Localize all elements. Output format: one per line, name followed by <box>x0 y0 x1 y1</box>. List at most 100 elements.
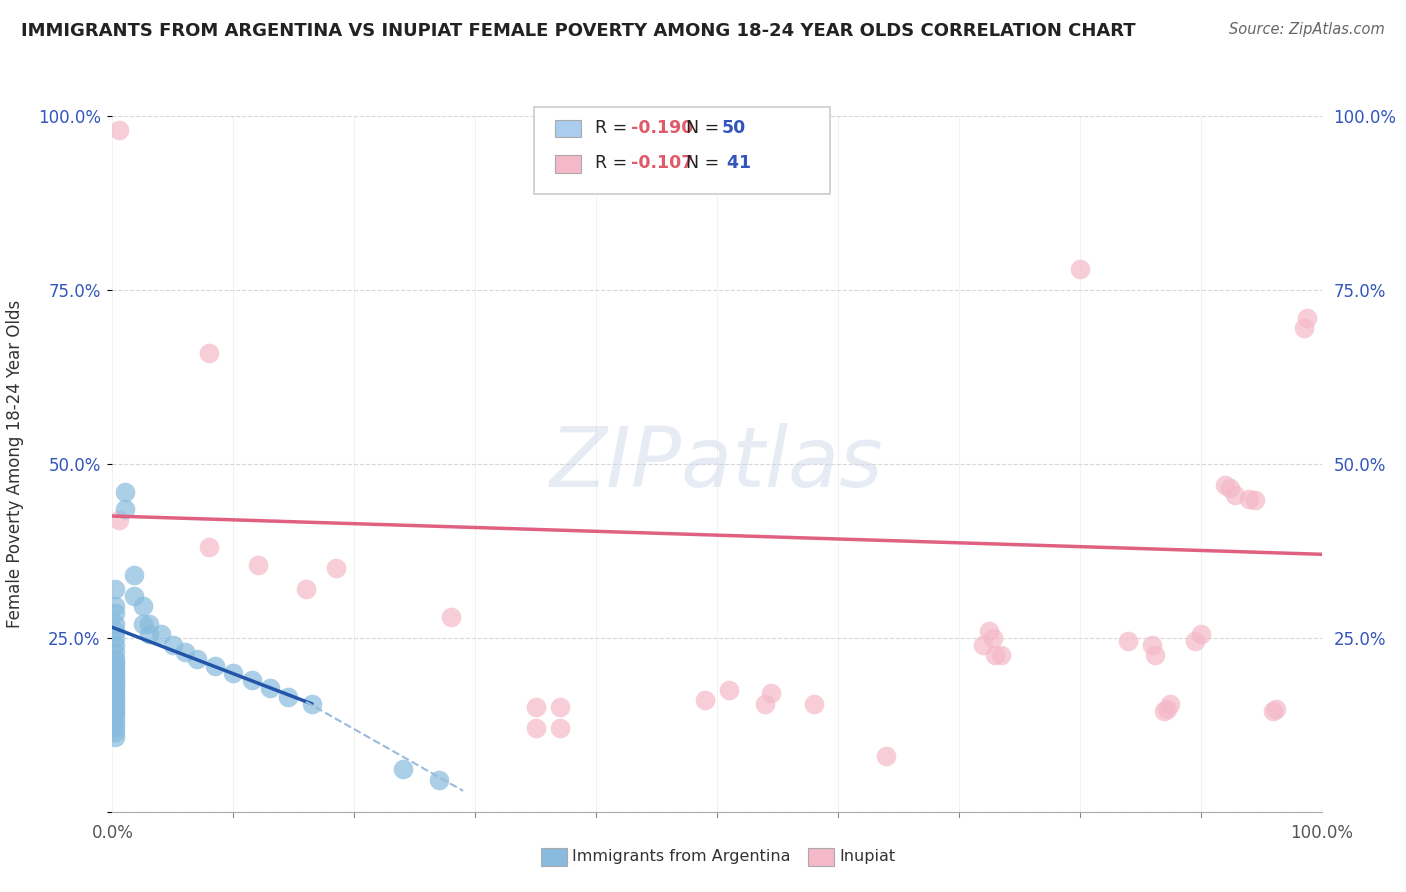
Point <box>138 616 160 631</box>
Point <box>325 561 347 575</box>
Point <box>204 658 226 673</box>
Point <box>1184 634 1206 648</box>
Point <box>1189 627 1212 641</box>
Point <box>107 512 129 526</box>
Point <box>693 693 716 707</box>
Point <box>104 676 127 690</box>
Point <box>1223 488 1246 502</box>
Point <box>977 624 1000 638</box>
Point <box>1263 704 1285 718</box>
Point <box>246 558 269 572</box>
Point <box>1219 481 1241 495</box>
Point <box>1069 262 1091 277</box>
Point <box>104 711 127 725</box>
Point <box>301 697 323 711</box>
Point <box>391 762 413 776</box>
Point <box>718 683 741 698</box>
Point <box>1213 477 1236 491</box>
Point <box>548 700 571 714</box>
Point <box>1143 648 1166 662</box>
Point <box>122 568 145 582</box>
Point <box>990 648 1012 662</box>
Point <box>1159 697 1181 711</box>
Point <box>875 749 897 764</box>
Text: -0.190: -0.190 <box>631 119 693 136</box>
Point <box>104 599 127 614</box>
Point <box>104 686 127 700</box>
Point <box>754 697 776 711</box>
Text: IMMIGRANTS FROM ARGENTINA VS INUPIAT FEMALE POVERTY AMONG 18-24 YEAR OLDS CORREL: IMMIGRANTS FROM ARGENTINA VS INUPIAT FEM… <box>21 22 1136 40</box>
Point <box>524 700 547 714</box>
Point <box>984 648 1007 662</box>
Point <box>104 730 127 744</box>
Text: -0.107: -0.107 <box>631 154 693 172</box>
Point <box>104 724 127 739</box>
Point <box>132 616 155 631</box>
Point <box>104 662 127 676</box>
Point <box>104 582 127 596</box>
Point <box>803 697 825 711</box>
Point <box>104 631 127 645</box>
Point <box>162 638 184 652</box>
Point <box>104 673 127 687</box>
Point <box>104 697 127 711</box>
Point <box>104 693 127 707</box>
Text: R =: R = <box>595 154 633 172</box>
Point <box>104 638 127 652</box>
Point <box>198 345 221 359</box>
Point <box>524 721 547 735</box>
Point <box>104 707 127 722</box>
Point <box>198 541 221 555</box>
Point <box>548 721 571 735</box>
Text: N =: N = <box>686 154 725 172</box>
Text: ZIPatlas: ZIPatlas <box>550 424 884 504</box>
Point <box>1116 634 1139 648</box>
Point <box>295 582 318 596</box>
Point <box>122 589 145 603</box>
Text: R =: R = <box>595 119 633 136</box>
Point <box>259 681 281 695</box>
Point <box>972 638 994 652</box>
Point <box>1292 321 1315 335</box>
Point <box>104 700 127 714</box>
Point <box>1142 638 1164 652</box>
Point <box>104 655 127 669</box>
Point <box>149 627 172 641</box>
Y-axis label: Female Poverty Among 18-24 Year Olds: Female Poverty Among 18-24 Year Olds <box>6 300 24 628</box>
Point <box>1264 702 1286 716</box>
Point <box>107 123 129 137</box>
Point <box>104 616 127 631</box>
Point <box>104 645 127 659</box>
Point <box>138 627 160 641</box>
Point <box>104 683 127 698</box>
Point <box>440 610 463 624</box>
Text: Source: ZipAtlas.com: Source: ZipAtlas.com <box>1229 22 1385 37</box>
Point <box>222 665 245 680</box>
Point <box>104 651 127 665</box>
Text: Inupiat: Inupiat <box>839 849 896 863</box>
Point <box>1244 493 1267 508</box>
Point <box>114 484 136 499</box>
Text: 50: 50 <box>721 119 745 136</box>
Point <box>114 502 136 516</box>
Point <box>427 773 450 788</box>
Text: 41: 41 <box>721 154 751 172</box>
Point <box>104 624 127 638</box>
Point <box>240 673 263 687</box>
Point <box>104 715 127 730</box>
Point <box>104 704 127 718</box>
Point <box>104 607 127 621</box>
Point <box>132 599 155 614</box>
Point <box>1237 491 1260 506</box>
Point <box>104 669 127 683</box>
Point <box>104 665 127 680</box>
Point <box>104 690 127 704</box>
Point <box>761 686 783 700</box>
Point <box>104 720 127 734</box>
Point <box>277 690 299 704</box>
Text: Immigrants from Argentina: Immigrants from Argentina <box>572 849 790 863</box>
Point <box>104 680 127 694</box>
Point <box>1156 702 1178 716</box>
Point <box>174 645 197 659</box>
Point <box>1153 704 1175 718</box>
